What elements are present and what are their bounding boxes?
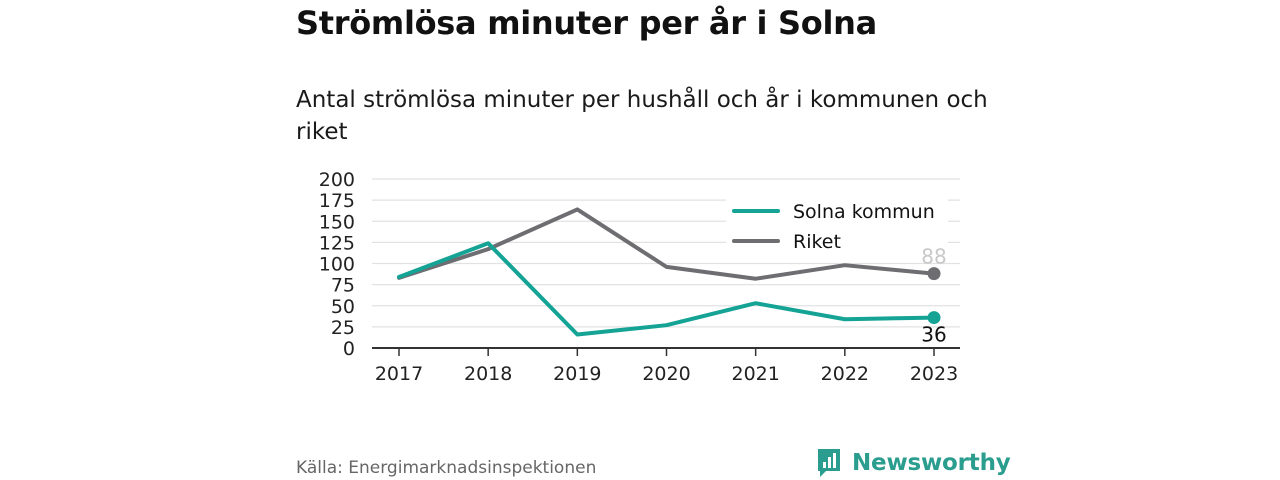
series-line-riket [397, 207, 936, 281]
x-tick-label: 2021 [731, 363, 779, 385]
brand: Newsworthy [816, 446, 1011, 480]
y-tick-label: 75 [331, 275, 355, 297]
series-lines [397, 207, 941, 337]
y-tick-label: 150 [319, 211, 355, 233]
legend-label: Solna kommun [793, 201, 935, 223]
source-note: Källa: Energimarknadsinspektionen [296, 458, 597, 478]
y-tick-label: 125 [319, 232, 355, 254]
x-tick-label: 2017 [375, 363, 423, 385]
y-tick-label: 0 [343, 338, 355, 360]
end-label-solna: 36 [921, 323, 946, 347]
legend: Solna kommun Riket [726, 196, 948, 254]
end-labels: 36 88 [921, 245, 946, 347]
chart-subtitle: Antal strömlösa minuter per hushåll och … [296, 87, 988, 145]
x-axis: 2017 2018 2019 2020 2021 2022 2023 [372, 347, 960, 385]
x-tick-label: 2022 [821, 363, 869, 385]
chart-title: Strömlösa minuter per år i Solna [296, 4, 877, 42]
y-tick-label: 50 [331, 296, 355, 318]
series-end-point [927, 311, 941, 325]
y-tick-label: 175 [319, 190, 355, 212]
y-tick-label: 100 [319, 254, 355, 276]
end-label-riket: 88 [921, 245, 946, 269]
x-tick-label: 2020 [642, 363, 690, 385]
x-tick-label: 2023 [910, 363, 958, 385]
y-tick-label: 25 [331, 317, 355, 339]
series-end-point [927, 267, 941, 281]
x-tick-label: 2018 [464, 363, 512, 385]
brand-name: Newsworthy [852, 450, 1011, 476]
y-tick-label: 200 [319, 169, 355, 191]
legend-label: Riket [793, 231, 841, 253]
x-tick-label: 2019 [553, 363, 601, 385]
series-line-solna [397, 241, 936, 337]
newsworthy-logo-icon [818, 449, 840, 477]
legend-background [726, 196, 948, 254]
